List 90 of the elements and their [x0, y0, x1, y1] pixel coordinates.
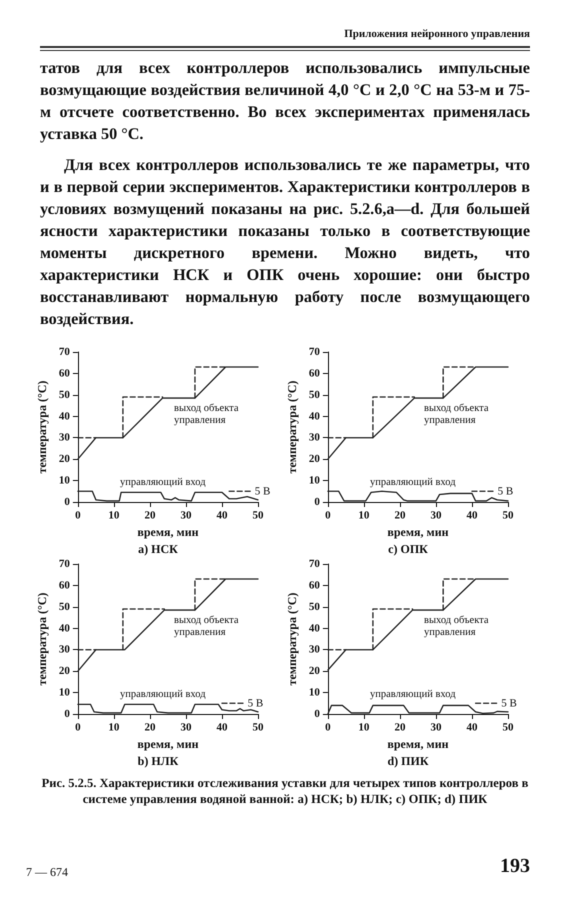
y-axis-title: температура (°C) [35, 592, 49, 686]
x-tick-label: 50 [252, 510, 264, 522]
annotation: выход объекта управления [424, 403, 490, 427]
x-tick-label: 20 [144, 722, 156, 734]
x-tick-label: 30 [430, 722, 442, 734]
y-tick-label: 10 [308, 686, 320, 699]
y-tick-label: 10 [58, 686, 70, 699]
text: Для всех контроллеров использовались те же параметры, что и в первой серии экспериментов. Характеристики контроллеров в условиях возмущений показаны на рис. 5.2.6,a—d. Для большей ясности характеристики показаны только в соответствующие моменты дискретного времени. Можно видеть, что характеристики НСК и ОПК очень хорошие: они быстро восстанавливают нормальную работу после возмущающего воздействия. [40, 155, 530, 330]
text: татов для всех контроллеров использовались импульсные возмущающие воздействия величиной 4,0 °C и 2,0 °C на 53-м и 75-м отсчете соответственно. Во всех экспериментах применялась уставка 50 °C. [40, 58, 530, 145]
x-tick-label: 40 [216, 510, 228, 522]
x-tick-label: 40 [466, 722, 478, 734]
y-tick-label: 50 [58, 600, 70, 613]
text: Рис. 5.2.5. Характеристики отслеживания уставки для четырех типов контроллеров в системе управления водяной ванной: a) НСК; b) НЛК; c) ОПК; d) ПИК [40, 775, 530, 807]
annotation: выход объекта управления [424, 615, 490, 639]
annotation: управляющий вход [370, 689, 456, 701]
y-tick-label: 70 [308, 558, 320, 570]
series-label: 5 В [498, 485, 514, 498]
series-label: 5 В [501, 697, 517, 710]
line-series [77, 366, 259, 460]
y-tick-label: 30 [308, 644, 320, 656]
text: c) ОПК [388, 542, 428, 556]
x-tick-label: 0 [325, 722, 332, 734]
y-tick-label: 10 [58, 474, 70, 487]
text: 193 [500, 855, 530, 878]
y-tick-label: 30 [58, 432, 70, 444]
x-tick-label: 0 [75, 722, 82, 734]
y-tick-label: 40 [58, 410, 70, 422]
y-tick-label: 70 [308, 346, 320, 358]
x-tick-label: 10 [108, 510, 120, 522]
annotation: управляющий вход [120, 689, 206, 701]
y-tick-label: 70 [58, 558, 70, 570]
y-tick-label: 30 [308, 432, 320, 444]
y-tick-label: 50 [308, 600, 320, 613]
line-series [327, 578, 509, 671]
x-tick-label: 30 [430, 510, 442, 522]
text: a) НСК [138, 542, 178, 556]
y-axis-title: температура (°C) [35, 380, 49, 474]
y-tick-label: 60 [308, 367, 320, 380]
y-tick-label: 0 [314, 708, 320, 720]
x-tick-label: 50 [252, 722, 264, 734]
y-tick-label: 50 [58, 388, 70, 401]
annotation: управляющий вход [370, 477, 456, 489]
y-tick-label: 0 [314, 496, 320, 508]
y-axis-title: температура (°C) [285, 380, 299, 474]
y-tick-label: 20 [58, 453, 70, 466]
line-series [77, 578, 259, 672]
line-series [327, 366, 509, 460]
y-tick-label: 20 [58, 665, 70, 678]
y-tick-label: 40 [308, 622, 320, 634]
x-axis-title: время, мин [137, 737, 199, 751]
y-axis-title: температура (°C) [285, 592, 299, 686]
annotation: управляющий вход [120, 477, 206, 489]
x-axis-title: время, мин [137, 525, 199, 539]
y-tick-label: 20 [308, 453, 320, 466]
x-tick-label: 20 [144, 510, 156, 522]
text: 7 — 674 [26, 865, 68, 880]
x-tick-label: 40 [216, 722, 228, 734]
y-tick-label: 60 [58, 579, 70, 592]
annotation: выход объекта управления [174, 615, 240, 639]
y-tick-label: 30 [58, 644, 70, 656]
y-tick-label: 40 [308, 410, 320, 422]
x-tick-label: 20 [394, 722, 406, 734]
x-tick-label: 20 [394, 510, 406, 522]
y-tick-label: 10 [308, 474, 320, 487]
text: b) НЛК [138, 754, 179, 768]
x-tick-label: 50 [502, 722, 514, 734]
x-tick-label: 40 [466, 510, 478, 522]
x-axis-title: время, мин [387, 525, 449, 539]
x-tick-label: 30 [180, 722, 192, 734]
text: Приложения нейронного управления [343, 28, 530, 42]
x-tick-label: 0 [325, 510, 332, 522]
x-axis-title: время, мин [387, 737, 449, 751]
series-label: 5 В [254, 485, 270, 498]
y-tick-label: 0 [64, 708, 70, 720]
y-tick-label: 0 [64, 496, 70, 508]
y-tick-label: 60 [58, 367, 70, 380]
x-tick-label: 10 [358, 722, 370, 734]
x-tick-label: 30 [180, 510, 192, 522]
y-tick-label: 70 [58, 346, 70, 358]
y-tick-label: 20 [308, 665, 320, 678]
text: d) ПИК [387, 754, 429, 768]
y-tick-label: 50 [308, 388, 320, 401]
annotation: выход объекта управления [174, 403, 240, 427]
y-tick-label: 40 [58, 622, 70, 634]
x-tick-label: 50 [502, 510, 514, 522]
y-tick-label: 60 [308, 579, 320, 592]
x-tick-label: 0 [75, 510, 82, 522]
series-label: 5 В [248, 697, 264, 710]
x-tick-label: 10 [358, 510, 370, 522]
x-tick-label: 10 [108, 722, 120, 734]
